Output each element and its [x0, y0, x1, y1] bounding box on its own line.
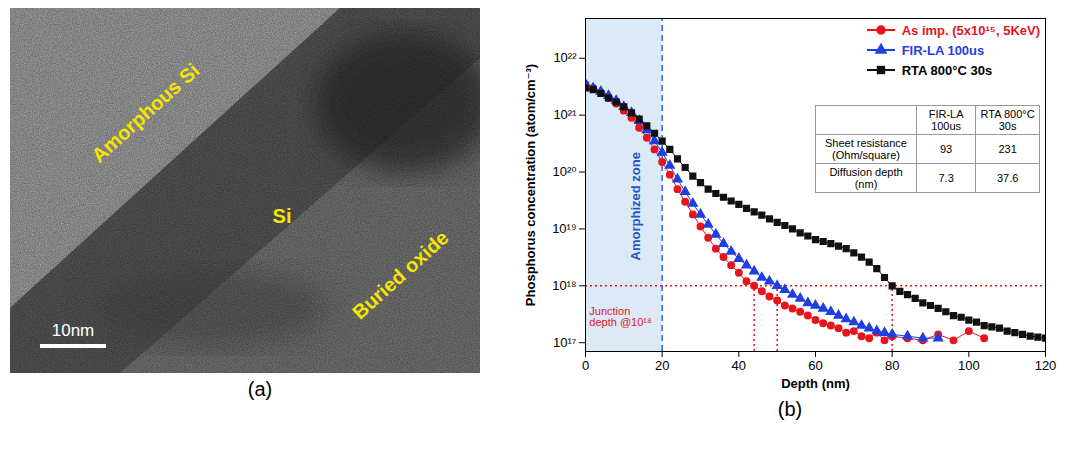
svg-text:Junctiondepth @10¹⁸: Junctiondepth @10¹⁸: [589, 305, 651, 328]
svg-text:Buried oxide: Buried oxide: [348, 226, 453, 323]
html-text:RTA 800°C 30s: RTA 800°C 30s: [901, 62, 993, 78]
svg-text:Amorphous Si: Amorphous Si: [87, 59, 203, 167]
html-text:Diffusion depth (nm): Diffusion depth (nm): [829, 166, 903, 190]
svg-text:80: 80: [885, 358, 899, 373]
html-text:93: 93: [940, 143, 953, 155]
html-text:7.3: 7.3: [938, 172, 954, 184]
svg-text:10¹⁷: 10¹⁷: [553, 335, 577, 350]
svg-text:100: 100: [958, 358, 980, 373]
svg-text:10²¹: 10²¹: [553, 107, 577, 122]
html-text:FIR-LA 100us: FIR-LA 100us: [928, 108, 964, 132]
svg-text:Si: Si: [273, 205, 292, 227]
html-text:RTA 800°C 30s: RTA 800°C 30s: [980, 108, 1035, 132]
svg-text:Phosphorus concentration (atom: Phosphorus concentration (atom/cm⁻³): [523, 64, 538, 306]
svg-text:10nm: 10nm: [52, 321, 95, 340]
html-text:As imp. (5x10¹⁵, 5KeV): As imp. (5x10¹⁵, 5KeV): [901, 22, 1040, 38]
svg-text:Depth (nm): Depth (nm): [781, 376, 850, 391]
html-text:FIR-LA 100us: FIR-LA 100us: [901, 42, 985, 58]
svg-text:10¹⁹: 10¹⁹: [552, 221, 576, 236]
svg-text:10²²: 10²²: [553, 50, 577, 65]
svg-text:0: 0: [582, 358, 589, 373]
html-text:Sheet resistance (Ohm/square): Sheet resistance (Ohm/square): [825, 137, 907, 161]
html-text:37.6: 37.6: [996, 172, 1019, 184]
svg-text:10²⁰: 10²⁰: [552, 164, 576, 179]
svg-text:60: 60: [808, 358, 822, 373]
svg-text:Amorphized zone: Amorphized zone: [627, 152, 642, 260]
svg-text:20: 20: [655, 358, 669, 373]
svg-text:10¹⁸: 10¹⁸: [552, 278, 576, 293]
svg-text:40: 40: [732, 358, 746, 373]
html-text:231: 231: [998, 143, 1017, 155]
html-text:(b): (b): [777, 398, 803, 420]
svg-text:120: 120: [1035, 358, 1057, 373]
html-text:(a): (a): [247, 378, 273, 400]
